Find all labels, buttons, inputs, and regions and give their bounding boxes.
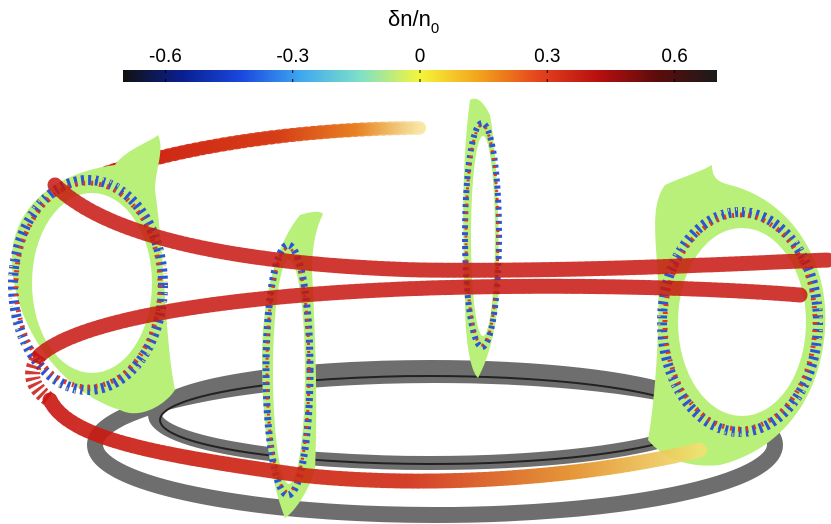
cross-section-back xyxy=(462,98,502,378)
colorbar-tick-marks xyxy=(164,70,676,82)
outer-vessel-ring xyxy=(87,367,783,523)
cross-section-left-turbulence xyxy=(8,175,168,395)
cross-section-right-turbulence xyxy=(657,207,823,437)
cross-section-right xyxy=(648,165,826,466)
colorbar-bar xyxy=(123,70,717,82)
colorbar-title-subscript: 0 xyxy=(431,20,439,37)
field-line-upper xyxy=(47,177,831,278)
inner-vessel-ring-edge xyxy=(159,375,701,465)
colorbar-title: δn/n0 xyxy=(388,6,439,37)
colorbar-tick-label: 0.6 xyxy=(661,46,687,67)
cross-section-left xyxy=(8,135,175,414)
colorbar: δn/n0 -0.6 -0.3 0 0.3 0.6 xyxy=(123,6,717,82)
cross-section-back-turbulence xyxy=(462,120,502,350)
colorbar-tick-label: 0 xyxy=(415,46,426,67)
colorbar-title-main: δn/n xyxy=(388,6,431,31)
cross-section-front-turbulence xyxy=(262,241,314,499)
field-line-lower xyxy=(42,392,708,489)
field-line-middle xyxy=(32,278,808,363)
colorbar-tick-label: 0.3 xyxy=(534,46,560,67)
colorbar-tick-label: -0.6 xyxy=(149,46,182,67)
colorbar-tick-labels: -0.6 -0.3 0 0.3 0.6 xyxy=(149,46,688,67)
colorbar-tick-label: -0.3 xyxy=(276,46,309,67)
field-lines-front xyxy=(25,177,831,489)
